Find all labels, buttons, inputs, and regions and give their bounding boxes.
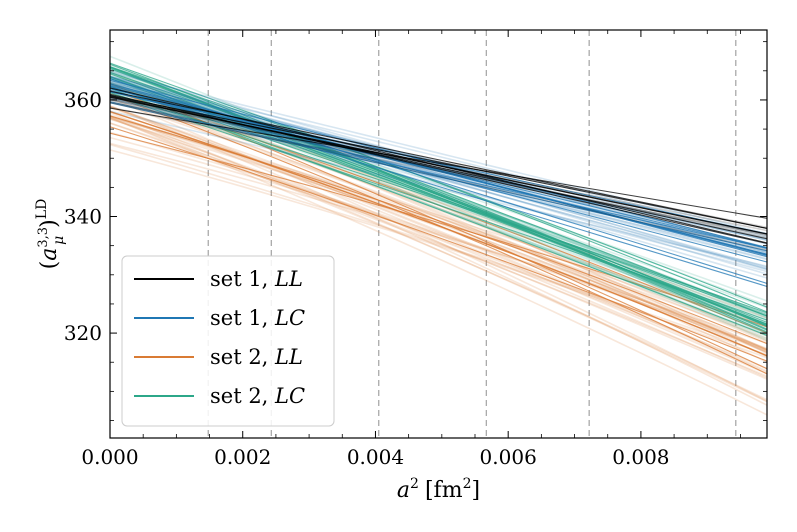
legend-box bbox=[121, 255, 335, 427]
fit-curve bbox=[110, 132, 767, 328]
legend-label: set 1, LC bbox=[210, 306, 305, 330]
fit-curve bbox=[110, 68, 767, 331]
legend-label: set 2, LC bbox=[210, 384, 305, 408]
fit-curve bbox=[110, 110, 767, 267]
fit-curve bbox=[110, 82, 767, 302]
fit-curve bbox=[110, 90, 767, 337]
legend-label: set 2, LL bbox=[210, 345, 303, 369]
fit-curve bbox=[110, 76, 767, 270]
fit-curve bbox=[110, 71, 767, 325]
svg-text:a2[fm2]: a2 [fm2] bbox=[397, 476, 480, 503]
fit-curve bbox=[110, 126, 767, 362]
fit-curve bbox=[110, 97, 767, 403]
central-fit-curve bbox=[110, 96, 767, 235]
fit-curve bbox=[110, 116, 767, 380]
x-tick-label: 0.004 bbox=[347, 445, 404, 469]
fit-curve bbox=[110, 71, 767, 317]
x-tick-label: 0.008 bbox=[612, 445, 669, 469]
fit-curve bbox=[110, 105, 767, 372]
fit-curve bbox=[110, 122, 767, 370]
legend-entry: set 2, LL bbox=[134, 345, 303, 369]
fit-curve bbox=[110, 75, 767, 254]
series-bands bbox=[110, 55, 767, 416]
fit-curve bbox=[110, 79, 767, 249]
legend-label: set 1, LL bbox=[210, 267, 303, 291]
legend-entry: set 2, LC bbox=[134, 384, 305, 408]
fit-curve bbox=[110, 112, 767, 403]
legend: set 1, LL set 1, LC set 2, LL set 2, LC bbox=[121, 255, 335, 427]
fit-curve bbox=[110, 101, 767, 251]
x-tick-label: 0.002 bbox=[214, 445, 271, 469]
fit-curve bbox=[110, 83, 767, 358]
fit-curve bbox=[110, 94, 767, 230]
fit-curve bbox=[110, 115, 767, 353]
y-tick-label: 360 bbox=[64, 88, 102, 112]
fit-curve bbox=[110, 97, 767, 239]
central-fit-curve bbox=[110, 87, 767, 256]
fit-curve bbox=[110, 85, 767, 329]
fit-curve bbox=[110, 97, 767, 351]
fit-curve bbox=[110, 85, 767, 317]
legend-entry: set 1, LL bbox=[134, 267, 303, 291]
fit-curve bbox=[110, 105, 767, 406]
fit-curve bbox=[110, 105, 767, 374]
fit-curve bbox=[110, 117, 767, 401]
fit-curve bbox=[110, 98, 767, 319]
y-tick-label: 320 bbox=[64, 321, 102, 345]
x-axis-label: a2 [fm2] bbox=[397, 476, 480, 503]
x-tick-label: 0.000 bbox=[81, 445, 138, 469]
fit-curve bbox=[110, 131, 767, 350]
fit-curve bbox=[110, 90, 767, 229]
fit-curve bbox=[110, 66, 767, 308]
central-fit-curve bbox=[110, 110, 767, 357]
fit-curve bbox=[110, 93, 767, 245]
fit-curve bbox=[110, 115, 767, 354]
x-tick-label: 0.006 bbox=[480, 445, 537, 469]
fit-curve bbox=[110, 75, 767, 237]
fit-curve bbox=[110, 78, 767, 284]
fit-curve bbox=[110, 143, 767, 356]
plot-frame bbox=[109, 29, 768, 439]
fit-curve bbox=[110, 142, 767, 345]
fit-curve bbox=[110, 117, 767, 379]
x-axis: 0.000 0.002 0.004 0.006 0.008 bbox=[81, 30, 741, 469]
fit-curve bbox=[110, 106, 767, 236]
legend-entry: set 1, LC bbox=[134, 306, 305, 330]
series-set-1-ll bbox=[110, 87, 767, 251]
y-axis: 320 340 360 bbox=[64, 41, 767, 421]
fit-curve bbox=[110, 136, 767, 352]
fit-curve bbox=[110, 91, 767, 333]
fit-curve bbox=[110, 107, 767, 219]
fit-curve bbox=[110, 116, 767, 416]
fit-curve bbox=[110, 93, 767, 352]
fit-curve bbox=[110, 114, 767, 340]
fit-curve bbox=[110, 99, 767, 353]
y-tick-label: 340 bbox=[64, 205, 102, 229]
